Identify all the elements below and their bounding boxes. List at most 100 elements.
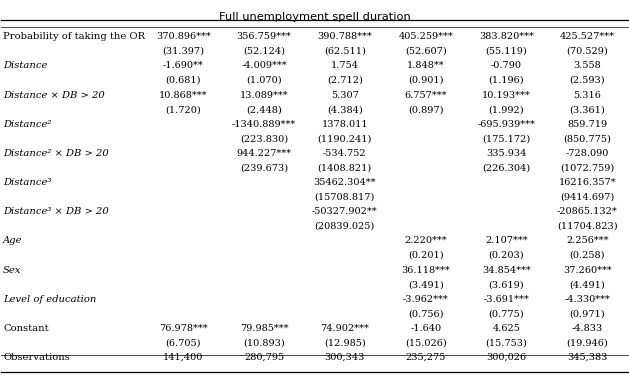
- Text: (31.397): (31.397): [162, 47, 204, 56]
- Text: 2.256***: 2.256***: [566, 236, 609, 245]
- Text: -1.640: -1.640: [410, 324, 441, 333]
- Text: 3.558: 3.558: [574, 62, 601, 70]
- Text: -4.009***: -4.009***: [241, 62, 287, 70]
- Text: (223.830): (223.830): [240, 134, 288, 143]
- Text: (2.448): (2.448): [246, 105, 282, 114]
- Text: 390.788***: 390.788***: [318, 32, 372, 41]
- Text: 35462.304**: 35462.304**: [314, 178, 376, 187]
- Text: Probability of taking the OR: Probability of taking the OR: [3, 32, 145, 41]
- Text: 76.978***: 76.978***: [159, 324, 208, 333]
- Text: 10.868***: 10.868***: [159, 91, 208, 99]
- Text: (0.681): (0.681): [165, 76, 201, 85]
- Text: -1.690**: -1.690**: [163, 62, 204, 70]
- Text: 383.820***: 383.820***: [479, 32, 534, 41]
- Text: 2.220***: 2.220***: [404, 236, 447, 245]
- Text: -728.090: -728.090: [565, 149, 609, 158]
- Text: (6.705): (6.705): [165, 339, 201, 348]
- Text: -695.939***: -695.939***: [477, 120, 535, 129]
- Text: Full unemployment spell duration: Full unemployment spell duration: [219, 12, 410, 22]
- Text: (55.119): (55.119): [486, 47, 527, 56]
- Text: (850.775): (850.775): [564, 134, 611, 143]
- Text: -20865.132*: -20865.132*: [557, 207, 618, 216]
- Text: 37.260***: 37.260***: [563, 265, 612, 274]
- Text: (175.172): (175.172): [482, 134, 531, 143]
- Text: 280,795: 280,795: [244, 353, 284, 362]
- Text: 1.754: 1.754: [331, 62, 359, 70]
- Text: 6.757***: 6.757***: [404, 91, 447, 99]
- Text: (0.775): (0.775): [489, 309, 525, 319]
- Text: Distance³ × DB > 20: Distance³ × DB > 20: [3, 207, 109, 216]
- Text: -3.962***: -3.962***: [403, 295, 448, 304]
- Text: (19.946): (19.946): [567, 339, 608, 348]
- Text: (70.529): (70.529): [567, 47, 608, 56]
- Text: -4.330***: -4.330***: [564, 295, 610, 304]
- Text: Distance: Distance: [3, 62, 48, 70]
- Text: -50327.902**: -50327.902**: [312, 207, 377, 216]
- Text: 345,383: 345,383: [567, 353, 608, 362]
- Text: -4.833: -4.833: [572, 324, 603, 333]
- Text: (62.511): (62.511): [324, 47, 366, 56]
- Text: 2.107***: 2.107***: [485, 236, 528, 245]
- Text: 1.848**: 1.848**: [407, 62, 445, 70]
- Text: (0.258): (0.258): [570, 251, 605, 260]
- Text: Observations: Observations: [3, 353, 70, 362]
- Text: 300,343: 300,343: [325, 353, 365, 362]
- Text: (15.026): (15.026): [405, 339, 447, 348]
- Text: Constant: Constant: [3, 324, 49, 333]
- Text: 141,400: 141,400: [163, 353, 203, 362]
- Text: (15708.817): (15708.817): [314, 193, 375, 202]
- Text: 74.902***: 74.902***: [320, 324, 369, 333]
- Text: Sex: Sex: [3, 265, 21, 274]
- Text: Distance × DB > 20: Distance × DB > 20: [3, 91, 105, 99]
- Text: -0.790: -0.790: [491, 62, 522, 70]
- Text: 10.193***: 10.193***: [482, 91, 531, 99]
- Text: (3.619): (3.619): [489, 280, 525, 289]
- Text: 36.118***: 36.118***: [401, 265, 450, 274]
- Text: (1.070): (1.070): [246, 76, 282, 85]
- Text: 405.259***: 405.259***: [398, 32, 453, 41]
- Text: 356.759***: 356.759***: [237, 32, 291, 41]
- Text: (0.756): (0.756): [408, 309, 443, 319]
- Text: (226.304): (226.304): [482, 163, 531, 173]
- Text: -3.691***: -3.691***: [484, 295, 530, 304]
- Text: (0.901): (0.901): [408, 76, 443, 85]
- Text: (1072.759): (1072.759): [560, 163, 615, 173]
- Text: Distance³: Distance³: [3, 178, 52, 187]
- Text: 425.527***: 425.527***: [560, 32, 615, 41]
- Text: (52.607): (52.607): [405, 47, 447, 56]
- Text: Distance²: Distance²: [3, 120, 52, 129]
- Text: 235,275: 235,275: [406, 353, 446, 362]
- Text: -534.752: -534.752: [323, 149, 367, 158]
- Text: Distance² × DB > 20: Distance² × DB > 20: [3, 149, 109, 158]
- Text: -1340.889***: -1340.889***: [232, 120, 296, 129]
- Text: 5.307: 5.307: [331, 91, 359, 99]
- Text: (1.720): (1.720): [165, 105, 201, 114]
- Text: (4.384): (4.384): [327, 105, 363, 114]
- Text: (52.124): (52.124): [243, 47, 285, 56]
- Text: (12.985): (12.985): [324, 339, 365, 348]
- Text: 13.089***: 13.089***: [240, 91, 288, 99]
- Text: 944.227***: 944.227***: [237, 149, 292, 158]
- Text: (1190.241): (1190.241): [318, 134, 372, 143]
- Text: 16216.357*: 16216.357*: [559, 178, 616, 187]
- Text: (3.361): (3.361): [569, 105, 605, 114]
- Text: (0.971): (0.971): [569, 309, 605, 319]
- Text: Level of education: Level of education: [3, 295, 96, 304]
- Text: 79.985***: 79.985***: [240, 324, 288, 333]
- Text: (3.491): (3.491): [408, 280, 443, 289]
- Text: 335.934: 335.934: [486, 149, 526, 158]
- Text: (11704.823): (11704.823): [557, 222, 618, 231]
- Text: (0.203): (0.203): [489, 251, 525, 260]
- Text: (0.201): (0.201): [408, 251, 443, 260]
- Text: (9414.697): (9414.697): [560, 193, 615, 202]
- Text: (2.593): (2.593): [569, 76, 605, 85]
- Text: (20839.025): (20839.025): [314, 222, 375, 231]
- Text: 34.854***: 34.854***: [482, 265, 531, 274]
- Text: (1.196): (1.196): [489, 76, 525, 85]
- Text: 300,026: 300,026: [486, 353, 526, 362]
- Text: 5.316: 5.316: [574, 91, 601, 99]
- Text: 859.719: 859.719: [567, 120, 608, 129]
- Text: (4.491): (4.491): [569, 280, 605, 289]
- Text: (0.897): (0.897): [408, 105, 443, 114]
- Text: 1378.011: 1378.011: [321, 120, 368, 129]
